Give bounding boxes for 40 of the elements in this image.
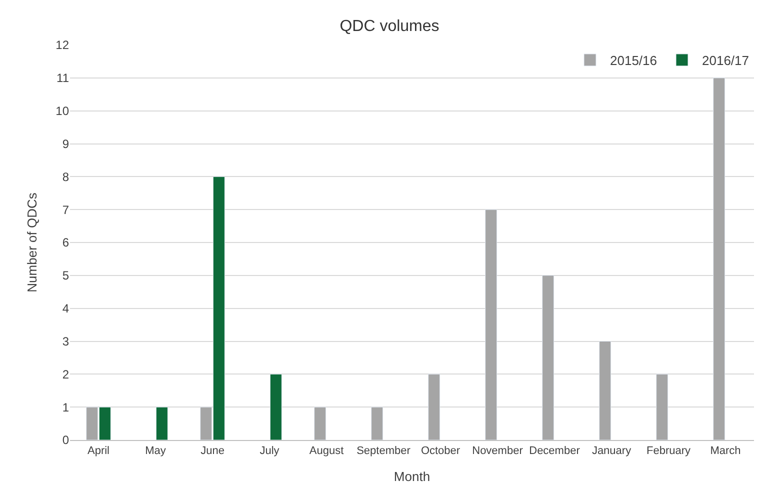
x-tick-label: October — [420, 445, 460, 458]
y-tick-label: 12 — [56, 38, 70, 52]
legend-label: 2016/17 — [702, 53, 749, 68]
bar — [428, 374, 440, 440]
y-tick-label: 10 — [56, 104, 70, 118]
x-tick-label: February — [646, 445, 691, 458]
legend-label: 2015/16 — [610, 53, 657, 68]
y-tick-label: 8 — [62, 170, 70, 184]
x-tick-label: April — [87, 445, 110, 458]
x-tick-label: March — [710, 445, 741, 458]
bar — [314, 406, 326, 440]
y-tick-label: 1 — [62, 400, 70, 414]
bar — [656, 374, 668, 440]
x-tick-label: January — [592, 445, 632, 458]
chart-title: QDC volumes — [340, 18, 440, 36]
x-tick-label: May — [145, 445, 166, 458]
x-tick-label: November — [472, 445, 524, 458]
y-tick-label: 11 — [56, 71, 70, 86]
y-tick-label: 0 — [62, 433, 70, 448]
y-tick-label: 4 — [62, 302, 70, 316]
x-tick-label: September — [356, 445, 411, 458]
x-tick-label: August — [309, 445, 344, 458]
y-tick-label: 2 — [62, 367, 70, 382]
bar — [270, 374, 282, 440]
y-tick-label: 3 — [62, 334, 70, 348]
bar — [542, 275, 554, 440]
bar — [156, 406, 168, 440]
y-tick-label: 9 — [62, 136, 70, 151]
bar — [713, 78, 726, 440]
y-axis-title: Number of QDCs — [24, 192, 40, 292]
bar — [599, 341, 612, 440]
y-tick-label: 5 — [62, 268, 70, 283]
x-tick-label: July — [260, 445, 280, 458]
bar — [485, 209, 498, 440]
bar — [371, 406, 384, 440]
x-tick-label: December — [529, 445, 580, 458]
x-axis-title: Month — [394, 468, 430, 484]
y-tick-label: 6 — [62, 236, 70, 250]
x-tick-label: June — [200, 445, 224, 458]
y-tick-label: 7 — [62, 202, 70, 217]
